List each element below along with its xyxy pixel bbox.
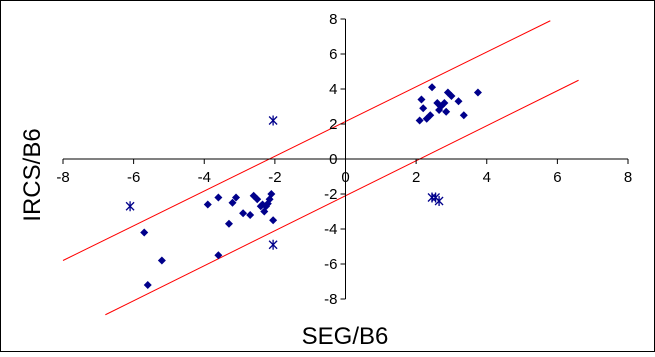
star-point [268,239,278,250]
star-point [268,115,278,126]
diamond-point [246,211,255,219]
diamond-point [459,111,468,120]
y-tick-label: 8 [329,11,337,28]
diamond-point [447,92,456,100]
diamond-point [140,228,149,237]
y-tick-label: -6 [324,256,337,273]
y-tick-label: 2 [329,116,337,133]
diamond-point [473,88,482,97]
diamond-point [214,251,223,260]
diamond-point [415,116,424,125]
diamond-point [253,195,262,204]
diamond-point [269,216,278,225]
x-tick-label: 8 [624,169,632,186]
diamond-point [157,256,166,265]
x-tick-label: -4 [198,169,211,186]
x-tick-label: -6 [127,169,140,186]
y-tick-label: 6 [329,46,337,63]
trend-lines [62,20,579,316]
x-tick-label: -8 [56,169,69,186]
diamond-point [224,219,233,228]
data-points [125,83,482,289]
y-tick-label: -8 [324,291,337,308]
x-tick-label: 4 [483,169,491,186]
diamond-point [428,83,437,92]
trend-line [105,79,579,316]
x-tick-label: 6 [553,169,561,186]
diamond-point [419,104,428,113]
diamond-point [239,209,248,218]
trend-line [62,20,551,261]
diamond-point [143,281,152,289]
diamond-point [232,193,241,202]
y-tick-label: 0 [329,151,337,168]
diamond-point [440,99,449,107]
star-point [125,201,135,212]
diamond-point [417,95,426,104]
x-tick-label: -2 [268,169,281,186]
axes [62,18,629,300]
y-tick-label: 4 [329,81,337,98]
star-point [434,196,444,206]
x-axis-title: SEG/B6 [302,323,389,350]
diamond-point [214,193,223,202]
x-tick-label: 2 [412,169,420,186]
y-tick-label: -4 [324,221,337,238]
y-axis-title: IRCS/B6 [19,128,46,221]
x-tick-label: 0 [341,169,349,186]
diamond-point [203,200,212,209]
diamond-point [454,97,463,106]
diamond-point [442,107,451,116]
diamond-point [228,198,237,207]
diamond-point [267,190,276,198]
y-tick-label: -2 [324,186,337,203]
diamond-point [426,111,435,120]
